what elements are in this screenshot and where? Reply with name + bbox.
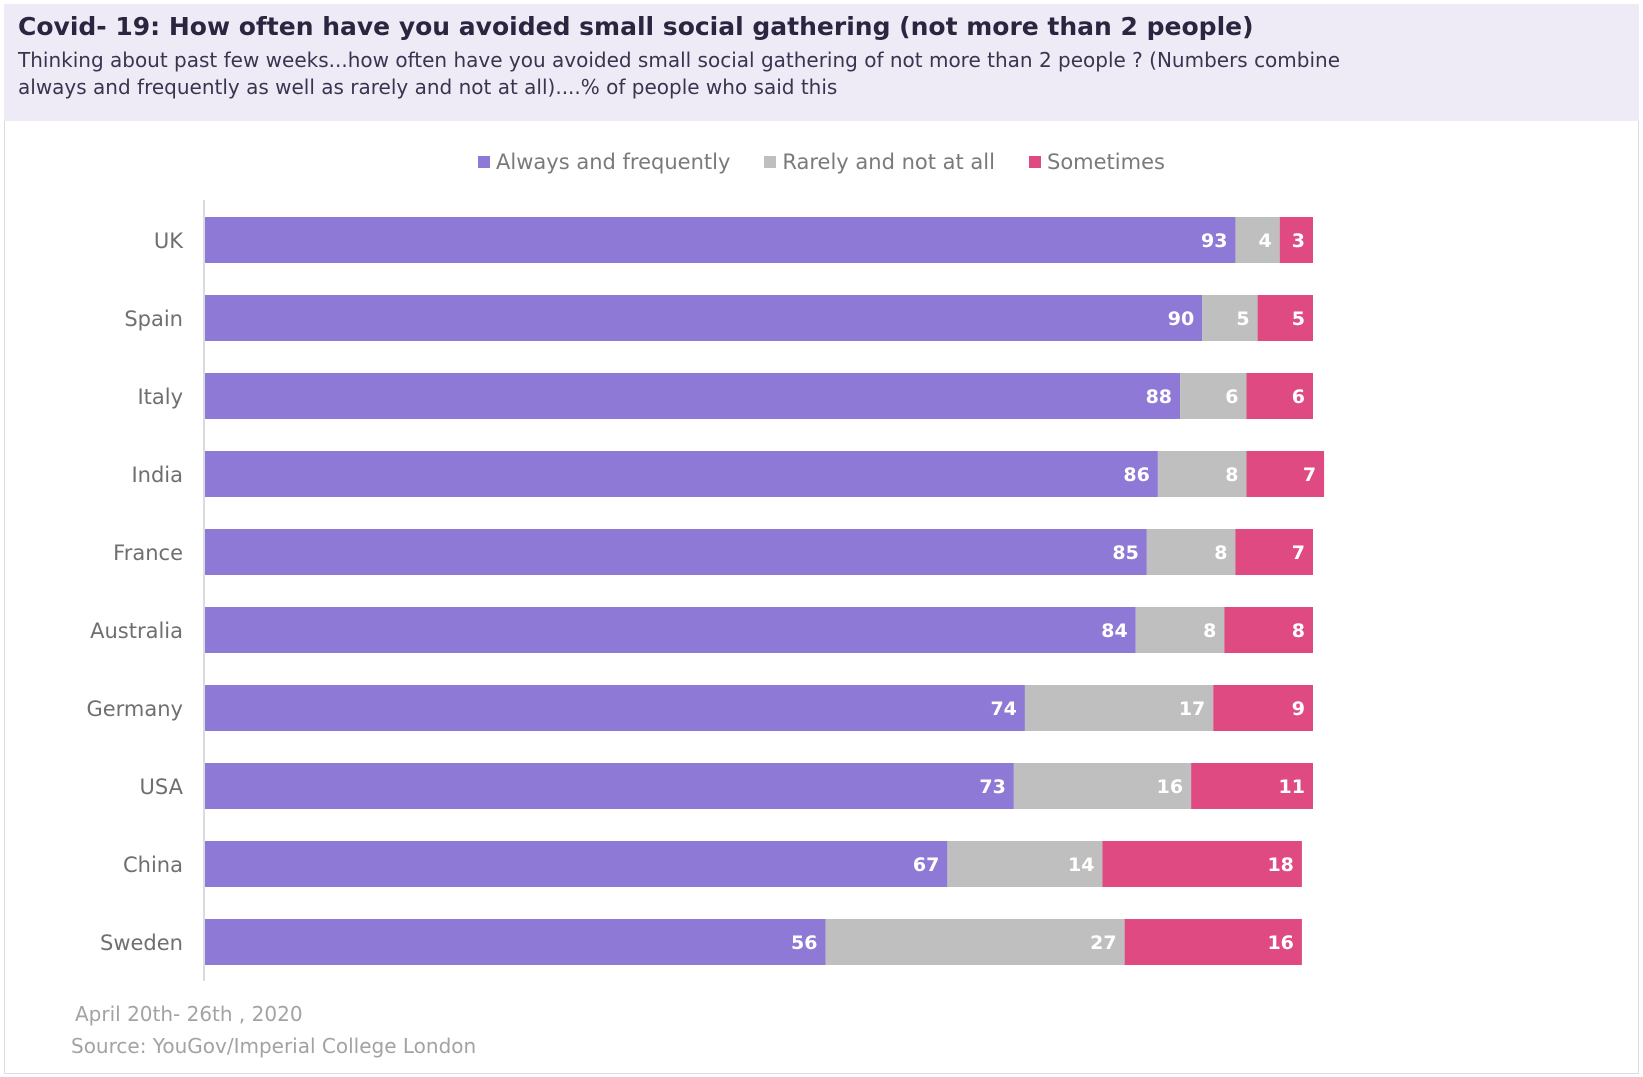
bar-segment xyxy=(205,685,1025,731)
source-note: Source: YouGov/Imperial College London xyxy=(71,1034,477,1058)
category-label: China xyxy=(123,853,183,877)
data-label: 74 xyxy=(990,698,1016,720)
bar-segment xyxy=(205,451,1158,497)
data-label: 93 xyxy=(1201,230,1227,252)
bar-segment xyxy=(947,841,1103,887)
bar-segment xyxy=(205,295,1203,341)
data-label: 7 xyxy=(1292,542,1305,564)
data-label: 5 xyxy=(1292,308,1305,330)
bar-segment xyxy=(205,841,948,887)
bar-segment xyxy=(1257,295,1313,341)
bar-segment xyxy=(205,373,1181,419)
bar-segment xyxy=(825,919,1125,965)
legend-swatch-sometimes xyxy=(1028,156,1041,168)
legend-item-rarely: Rarely and not at all xyxy=(764,150,995,174)
data-label: 9 xyxy=(1292,698,1305,720)
bar-segment xyxy=(205,217,1236,263)
data-label: 4 xyxy=(1259,230,1272,252)
data-label: 14 xyxy=(1068,854,1094,876)
category-label: Australia xyxy=(90,619,183,643)
category-label: Spain xyxy=(124,307,183,331)
date-note: April 20th- 26th , 2020 xyxy=(75,1002,303,1026)
legend-label-rarely: Rarely and not at all xyxy=(782,150,995,174)
data-label: 84 xyxy=(1101,620,1127,642)
bar-segment xyxy=(1213,685,1313,731)
bar-segment xyxy=(205,607,1136,653)
bar-segment xyxy=(1279,217,1313,263)
category-label: France xyxy=(113,541,183,565)
data-label: 90 xyxy=(1168,308,1194,330)
bar-segment xyxy=(1202,295,1258,341)
data-label: 8 xyxy=(1292,620,1305,642)
bar-segment xyxy=(1246,373,1313,419)
data-label: 16 xyxy=(1267,932,1293,954)
bar-segment xyxy=(205,529,1147,575)
data-label: 88 xyxy=(1146,386,1172,408)
legend-swatch-always xyxy=(478,156,491,168)
bar-segment xyxy=(1224,607,1313,653)
data-label: 8 xyxy=(1214,542,1227,564)
data-label: 16 xyxy=(1157,776,1183,798)
category-label: USA xyxy=(140,775,184,799)
data-label: 5 xyxy=(1236,308,1249,330)
chart-panel xyxy=(4,121,1639,1074)
legend-item-sometimes: Sometimes xyxy=(1028,150,1165,174)
bar-segment xyxy=(1135,607,1225,653)
data-label: 85 xyxy=(1112,542,1138,564)
legend-label-always: Always and frequently xyxy=(496,150,731,174)
legend: Always and frequently Rarely and not at … xyxy=(0,150,1643,174)
category-label: India xyxy=(131,463,183,487)
data-label: 73 xyxy=(979,776,1005,798)
data-label: 56 xyxy=(791,932,817,954)
bar-segment xyxy=(1235,217,1280,263)
data-label: 7 xyxy=(1303,464,1316,486)
bar-segment xyxy=(1102,841,1302,887)
legend-swatch-rarely xyxy=(764,156,777,168)
bar-segment xyxy=(1146,529,1236,575)
bar-segment xyxy=(1157,451,1247,497)
data-label: 86 xyxy=(1123,464,1149,486)
bar-segment xyxy=(1191,763,1313,809)
chart-title: Covid- 19: How often have you avoided sm… xyxy=(18,12,1254,41)
data-label: 67 xyxy=(913,854,939,876)
bar-segment xyxy=(1024,685,1214,731)
data-label: 6 xyxy=(1292,386,1305,408)
chart-subtitle: Thinking about past few weeks...how ofte… xyxy=(18,48,1341,99)
data-label: 27 xyxy=(1090,932,1116,954)
bar-segment xyxy=(1235,529,1313,575)
data-label: 8 xyxy=(1225,464,1238,486)
category-label: UK xyxy=(154,229,184,253)
category-label: Sweden xyxy=(100,931,183,955)
legend-label-sometimes: Sometimes xyxy=(1046,150,1165,174)
data-label: 3 xyxy=(1292,230,1305,252)
data-label: 18 xyxy=(1267,854,1293,876)
bar-segment xyxy=(205,919,826,965)
category-label: Germany xyxy=(86,697,183,721)
data-label: 6 xyxy=(1225,386,1238,408)
bar-segment xyxy=(1180,373,1247,419)
bar-segment xyxy=(1246,451,1325,497)
header-banner: Covid- 19: How often have you avoided sm… xyxy=(4,4,1639,121)
legend-item-always: Always and frequently xyxy=(478,150,730,174)
data-label: 11 xyxy=(1279,776,1305,798)
category-label: Italy xyxy=(137,385,183,409)
bar-segment xyxy=(1124,919,1302,965)
bar-segment xyxy=(1013,763,1192,809)
data-label: 8 xyxy=(1203,620,1216,642)
data-label: 17 xyxy=(1179,698,1205,720)
bar-segment xyxy=(205,763,1014,809)
